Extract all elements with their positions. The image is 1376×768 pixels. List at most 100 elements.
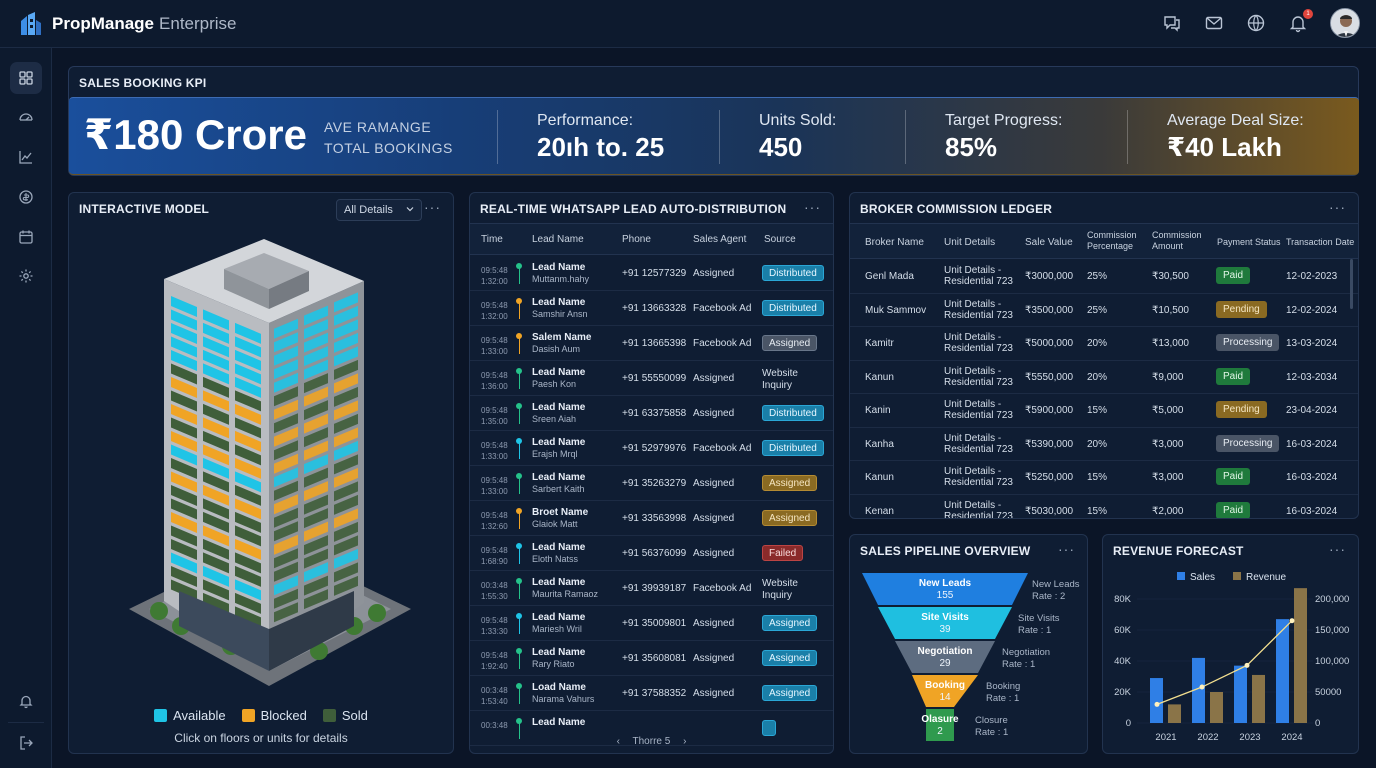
unit-block[interactable]: [334, 292, 358, 313]
table-row[interactable]: 09:5:48 1:32:60 Broet Name Glaiok Matt +91 3…: [470, 501, 833, 536]
unit-block[interactable]: [334, 575, 358, 596]
unit-block[interactable]: [171, 309, 197, 331]
unit-block[interactable]: [304, 305, 328, 326]
user-avatar[interactable]: [1330, 8, 1360, 38]
unit-block[interactable]: [203, 471, 229, 493]
unit-block[interactable]: [334, 346, 358, 367]
bar-sales-2024[interactable]: [1276, 619, 1289, 723]
bar-sales-2021[interactable]: [1150, 678, 1163, 723]
sidebar-item-notifications[interactable]: [10, 685, 42, 717]
unit-block[interactable]: [235, 579, 261, 601]
table-row[interactable]: 09:5:48 1:36:00 Lead Name Paesh Kon +91 5555…: [470, 361, 833, 396]
unit-block[interactable]: [235, 444, 261, 466]
chevron-right-icon[interactable]: ›: [683, 736, 687, 747]
unit-block[interactable]: [171, 511, 197, 533]
unit-block[interactable]: [171, 336, 197, 358]
table-row[interactable]: Kanha Unit Details - Residential 723 ₹5390…: [850, 428, 1358, 461]
table-row[interactable]: 00:3:48 1:55:30 Lead Name Maurita Ramaoz +91…: [470, 571, 833, 606]
unit-block[interactable]: [171, 579, 197, 601]
bar-revenue-2024[interactable]: [1294, 588, 1307, 723]
table-row[interactable]: 09:5:48 1:35:00 Lead Name Sreen Aiah +91 633…: [470, 396, 833, 431]
bar-revenue-2023[interactable]: [1252, 674, 1265, 723]
unit-block[interactable]: [171, 322, 197, 344]
unit-block[interactable]: [235, 349, 261, 371]
unit-block[interactable]: [235, 403, 261, 425]
unit-block[interactable]: [203, 430, 229, 452]
unit-block[interactable]: [235, 471, 261, 493]
unit-block[interactable]: [203, 349, 229, 371]
unit-block[interactable]: [334, 400, 358, 421]
unit-block[interactable]: [304, 346, 328, 367]
unit-block[interactable]: [235, 592, 261, 614]
unit-block[interactable]: [304, 481, 328, 502]
unit-block[interactable]: [274, 521, 298, 542]
unit-block[interactable]: [304, 454, 328, 475]
details-select[interactable]: All Details: [336, 199, 422, 221]
sidebar-item-calendar[interactable]: [10, 221, 42, 253]
unit-block[interactable]: [334, 305, 358, 326]
unit-block[interactable]: [274, 345, 298, 366]
unit-block[interactable]: [235, 565, 261, 587]
unit-block[interactable]: [274, 372, 298, 393]
unit-block[interactable]: [274, 413, 298, 434]
unit-block[interactable]: [203, 376, 229, 398]
unit-block[interactable]: [304, 413, 328, 434]
unit-block[interactable]: [171, 390, 197, 412]
unit-block[interactable]: [203, 498, 229, 520]
building-3d-model[interactable]: [119, 231, 419, 701]
unit-block[interactable]: [304, 400, 328, 421]
funnel-stage-1[interactable]: [878, 607, 1012, 639]
unit-block[interactable]: [235, 525, 261, 547]
unit-block[interactable]: [235, 322, 261, 344]
more-options-icon[interactable]: ···: [1058, 541, 1075, 557]
table-row[interactable]: 09:5:48 1:32:00 Lead Name Samshir Ansn +91 1…: [470, 291, 833, 326]
unit-block[interactable]: [235, 430, 261, 452]
unit-block[interactable]: [203, 565, 229, 587]
unit-block[interactable]: [334, 562, 358, 583]
table-row[interactable]: 09:5:48 1:33:00 Lead Name Sarbert Kaith +91 …: [470, 466, 833, 501]
unit-block[interactable]: [334, 548, 358, 569]
unit-block[interactable]: [334, 454, 358, 475]
unit-block[interactable]: [171, 430, 197, 452]
table-row[interactable]: Genl Mada Unit Details - Residential 723 ₹…: [850, 260, 1358, 294]
unit-block[interactable]: [203, 538, 229, 560]
unit-block[interactable]: [203, 363, 229, 385]
unit-block[interactable]: [304, 467, 328, 488]
unit-block[interactable]: [334, 413, 358, 434]
unit-block[interactable]: [304, 359, 328, 380]
unit-block[interactable]: [274, 440, 298, 461]
table-row[interactable]: 00:3:48 1:53:40 Load Name Narama Vahurs +91 …: [470, 676, 833, 711]
chevron-left-icon[interactable]: ‹: [616, 736, 620, 747]
unit-block[interactable]: [274, 494, 298, 515]
unit-block[interactable]: [235, 552, 261, 574]
more-options-icon[interactable]: ···: [1329, 541, 1346, 557]
funnel-stage-4[interactable]: [926, 709, 954, 741]
unit-block[interactable]: [304, 548, 328, 569]
unit-block[interactable]: [304, 589, 328, 610]
unit-block[interactable]: [171, 525, 197, 547]
brand-logo[interactable]: PropManage Enterprise: [18, 11, 237, 37]
table-row[interactable]: 09:5:48 1:32:00 Lead Name Muttanm.hahy +91 1…: [470, 256, 833, 291]
unit-block[interactable]: [304, 494, 328, 515]
more-options-icon[interactable]: ···: [424, 199, 441, 215]
unit-block[interactable]: [334, 467, 358, 488]
unit-block[interactable]: [334, 508, 358, 529]
unit-block[interactable]: [274, 561, 298, 582]
funnel-stage-0[interactable]: [862, 573, 1028, 605]
notification-bell-icon[interactable]: 1: [1288, 9, 1313, 33]
unit-block[interactable]: [203, 403, 229, 425]
unit-block[interactable]: [203, 322, 229, 344]
bar-sales-2022[interactable]: [1192, 657, 1205, 723]
unit-block[interactable]: [334, 427, 358, 448]
table-row[interactable]: 09:5:48 1:33:30 Lead Name Mariesh Wril +91 3…: [470, 606, 833, 641]
unit-block[interactable]: [304, 373, 328, 394]
sidebar-item-dashboard[interactable]: [10, 62, 42, 94]
unit-block[interactable]: [274, 332, 298, 353]
globe-icon[interactable]: [1246, 13, 1266, 33]
unit-block[interactable]: [274, 426, 298, 447]
unit-block[interactable]: [304, 440, 328, 461]
table-row[interactable]: Kenan Unit Details - Residential 723 ₹5030…: [850, 495, 1358, 518]
funnel-stage-2[interactable]: [895, 641, 995, 673]
unit-block[interactable]: [203, 579, 229, 601]
unit-block[interactable]: [203, 592, 229, 614]
